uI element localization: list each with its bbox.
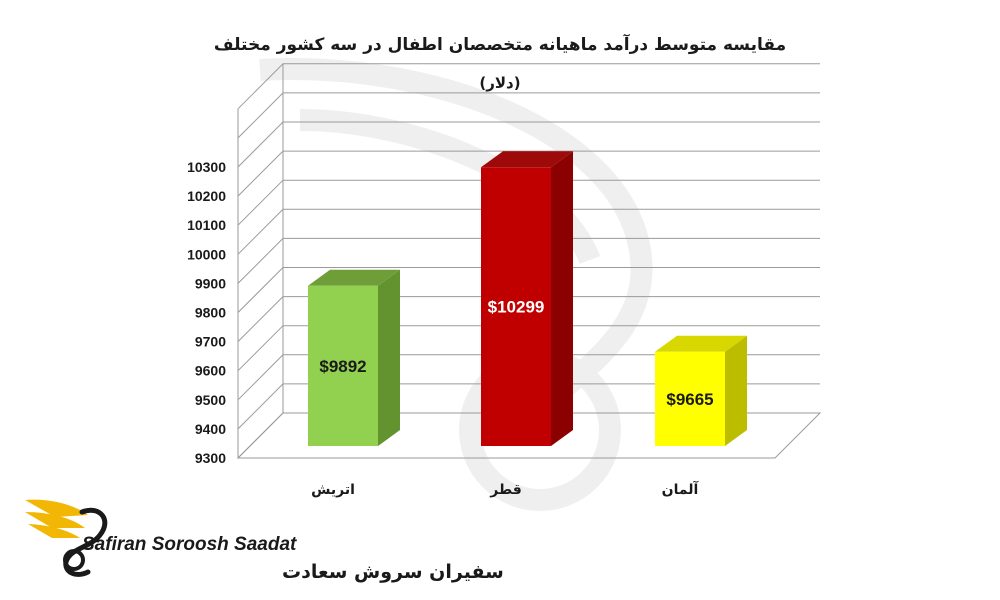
bar-top	[655, 335, 747, 352]
bar-side	[378, 269, 400, 446]
bar-top	[308, 269, 400, 286]
data-label: $9665	[666, 390, 713, 409]
data-label: $9892	[319, 357, 366, 376]
y-tick-label: 9400	[195, 421, 226, 437]
category-label: اتریش	[311, 482, 355, 498]
y-tick-label: 9300	[195, 450, 226, 466]
y-tick-label: 9600	[195, 363, 226, 379]
y-tick-label: 10300	[187, 159, 226, 175]
category-label: آلمان	[662, 480, 700, 498]
bar: $9892	[308, 269, 400, 446]
y-tick-label: 10100	[187, 217, 226, 233]
data-label: $10299	[488, 298, 545, 317]
wing-swan-logo-icon	[25, 499, 108, 577]
company-logo: Safiran Soroosh Saadat سفیران سروش سعادت	[25, 499, 504, 583]
bar-side	[725, 335, 747, 446]
y-axis-tick-labels: 9300 9400 9500 9600 9700 9800 9900 10000 10100 10…	[187, 159, 226, 466]
y-tick-label: 9500	[195, 392, 226, 408]
category-labels: اتریش قطر آلمان	[311, 480, 699, 498]
bar-group: $9892 $10299 $9665	[308, 151, 747, 446]
bar-front	[481, 167, 551, 446]
category-label: قطر	[489, 482, 522, 498]
logo-text-en: Safiran Soroosh Saadat	[82, 534, 297, 555]
y-tick-label: 9800	[195, 305, 226, 321]
chart-floor	[236, 412, 822, 459]
logo-text-fa: سفیران سروش سعادت	[282, 561, 504, 583]
y-tick-label: 10200	[187, 188, 226, 204]
gridlines	[236, 63, 822, 459]
y-tick-label: 9700	[195, 334, 226, 350]
bar-front	[655, 351, 725, 446]
y-tick-label: 10000	[187, 246, 226, 262]
bar-side	[551, 151, 573, 446]
bar-top	[481, 151, 573, 168]
chart-subtitle: (دلار)	[479, 74, 520, 92]
chart-title: مقایسه متوسط درآمد ماهیانه متخصصان اطفال…	[214, 33, 786, 55]
bar: $10299	[481, 151, 573, 446]
bar: $9665	[655, 335, 747, 446]
y-tick-label: 9900	[195, 275, 226, 291]
bar-front	[308, 285, 378, 446]
